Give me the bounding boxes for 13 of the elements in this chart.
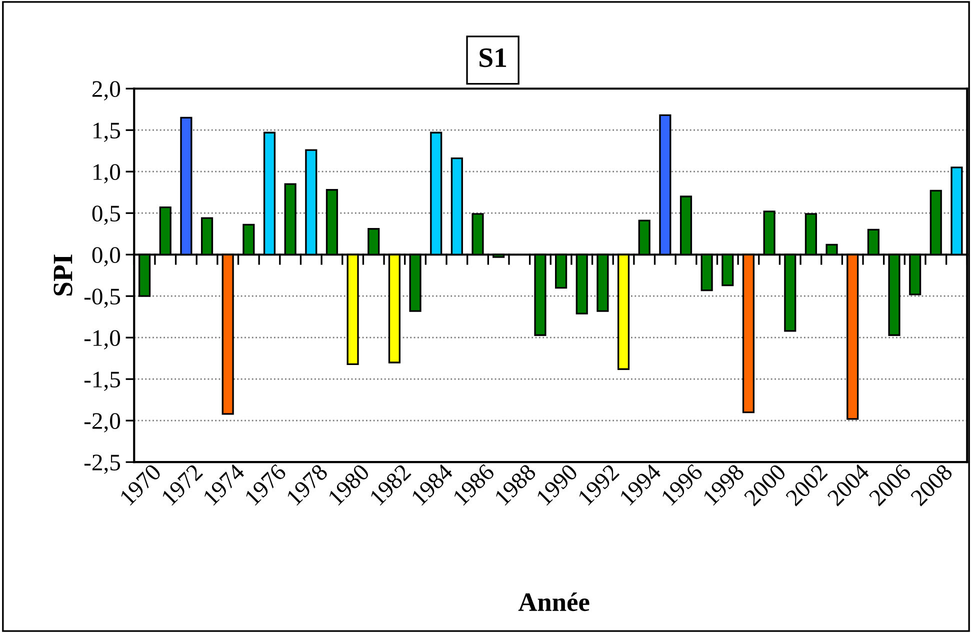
y-tick-label: 0,0 <box>92 247 120 266</box>
y-tick-label: 0,5 <box>92 206 120 225</box>
y-tick-label: 1,5 <box>94 122 120 142</box>
y-tick-label: 2,0 <box>92 81 120 100</box>
y-tick-label: -2,0 <box>84 413 120 432</box>
y-tick-label: 1,0 <box>94 164 120 184</box>
y-tick-label: -1,5 <box>84 372 120 391</box>
chart-title: S1 <box>480 48 506 68</box>
y-tick-label: -0,5 <box>84 288 120 308</box>
x-axis-title: Année <box>518 592 590 612</box>
y-tick-label: -1,0 <box>84 330 120 350</box>
y-axis-title: SPI <box>54 254 72 296</box>
y-tick-label: -2,5 <box>84 454 120 474</box>
